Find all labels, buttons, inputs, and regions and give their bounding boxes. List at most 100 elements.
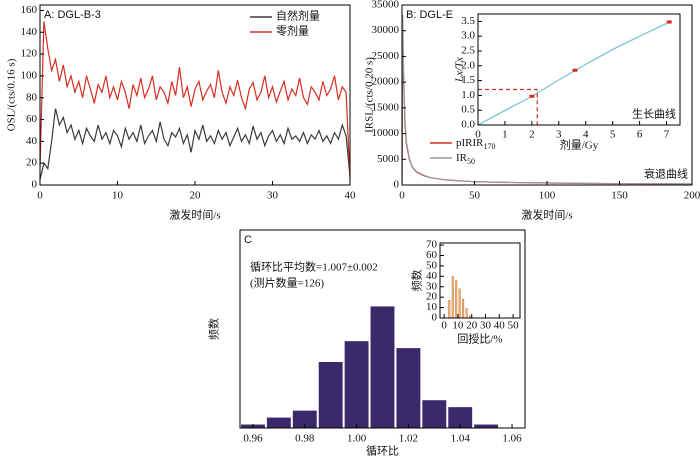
y-axis-label: Lx/Tx <box>454 57 466 83</box>
x-tick-label: 1.02 <box>399 433 418 445</box>
y-tick-label: 20000 <box>372 76 400 88</box>
y-tick-label: 60 <box>426 249 438 261</box>
y-tick-label: 0.5 <box>461 104 475 116</box>
x-tick-label: 1.04 <box>451 433 471 445</box>
x-tick-label: 0 <box>475 129 481 141</box>
x-axis-label: 回授比/% <box>457 332 502 346</box>
x-tick-label: 3 <box>556 129 562 141</box>
x-tick-label: 200 <box>684 190 700 202</box>
x-tick-label: 1 <box>502 129 508 141</box>
histogram-bar <box>451 276 454 318</box>
annotation: 循环比平均数=1.007±0.002 <box>250 261 378 274</box>
x-tick-label: 40 <box>345 190 357 202</box>
x-tick-label: 5 <box>610 129 616 141</box>
panel-label: B: DGL-E <box>406 9 453 21</box>
data-point <box>572 68 578 72</box>
x-tick-label: 50 <box>469 190 481 202</box>
x-tick-label: 50 <box>508 320 520 332</box>
plot-frame <box>477 13 681 126</box>
y-tick-label: 140 <box>21 26 38 38</box>
plot-frame <box>39 4 351 186</box>
de-guide <box>478 88 538 125</box>
histogram-bar <box>458 288 461 318</box>
y-tick-label: 25000 <box>372 50 400 62</box>
x-tick-label: 10 <box>112 190 124 202</box>
y-tick-label: 0 <box>394 179 400 191</box>
x-tick-label: 0 <box>37 190 43 202</box>
x-tick-label: 0.96 <box>243 433 263 445</box>
plot-frame <box>439 242 521 319</box>
x-axis-label: 循环比 <box>366 445 399 458</box>
y-axis-label: IRSL/(cts/0.20 s) <box>364 57 376 133</box>
y-tick-label: 35000 <box>372 0 400 11</box>
y-tick-label: 20 <box>26 157 38 169</box>
annotation: 衰退曲线 <box>644 167 688 181</box>
histogram-bar <box>462 298 465 318</box>
series-line <box>402 15 692 185</box>
y-tick-label: 10 <box>426 301 438 313</box>
x-tick-label: 0.98 <box>295 433 315 445</box>
data-point <box>666 20 672 24</box>
histogram-bar <box>465 308 468 318</box>
y-tick-label: 20 <box>426 291 438 303</box>
x-tick-label: 10 <box>452 320 464 332</box>
x-tick-label: 7 <box>664 129 670 141</box>
x-tick-label: 0 <box>399 190 405 202</box>
x-axis-label: 激发时间/s <box>169 208 220 222</box>
plot-area <box>241 306 499 428</box>
x-tick-label: 20 <box>190 190 202 202</box>
histogram-bar <box>474 424 499 428</box>
legend-text: 自然剂量 <box>276 9 320 23</box>
plot-frame <box>239 229 526 429</box>
annotation: 生长曲线 <box>632 107 676 121</box>
y-tick-label: 160 <box>21 4 38 16</box>
x-tick-label: 20 <box>466 320 478 332</box>
x-tick-label: 4 <box>583 129 589 141</box>
y-axis-label: 频数 <box>410 270 424 292</box>
y-tick-label: 0 <box>32 179 38 191</box>
y-tick-label: 10000 <box>372 127 400 139</box>
histogram-bar <box>266 417 291 428</box>
y-tick-label: 40 <box>426 270 438 282</box>
y-tick-label: 60 <box>26 113 38 125</box>
histogram-bar <box>396 348 421 428</box>
y-tick-label: 80 <box>26 91 38 103</box>
y-tick-label: 3.0 <box>461 30 475 42</box>
x-tick-label: 30 <box>267 190 279 202</box>
legend-text: IR50 <box>456 152 475 166</box>
data-point <box>529 94 535 98</box>
x-tick-label: 150 <box>611 190 628 202</box>
y-tick-label: 100 <box>21 69 38 81</box>
y-tick-label: 1.5 <box>461 74 475 86</box>
y-tick-label: 120 <box>21 48 38 60</box>
plot-area <box>40 21 350 180</box>
fit-line <box>478 20 673 125</box>
histogram-bar <box>370 306 395 428</box>
y-tick-label: 1.0 <box>461 89 475 101</box>
x-tick-label: 0 <box>441 320 447 332</box>
y-tick-label: 3.5 <box>461 15 475 27</box>
y-axis-label: OSL/(cts/0.16 s) <box>6 58 18 131</box>
plot-area <box>478 20 673 125</box>
y-tick-label: 40 <box>26 135 38 147</box>
y-tick-label: 2.0 <box>461 59 475 71</box>
x-tick-label: 1.06 <box>502 433 522 445</box>
legend-text-sub: 50 <box>467 157 475 166</box>
legend-text: 零剂量 <box>276 24 309 38</box>
x-tick-label: 1.00 <box>347 433 367 445</box>
y-tick-label: 50 <box>426 259 438 271</box>
histogram-bar <box>448 299 451 318</box>
y-tick-label: 70 <box>426 239 438 251</box>
histogram-bar <box>318 362 343 428</box>
x-tick-label: 30 <box>480 320 492 332</box>
legend-text-main: IR <box>456 152 468 164</box>
legend-text: pIRIR170 <box>456 137 496 151</box>
panel-label: A: DGL-B-3 <box>44 9 101 21</box>
panel-label: C <box>244 234 252 246</box>
histogram-bar <box>422 400 447 428</box>
histogram-bar <box>344 341 369 428</box>
plot-frame <box>401 4 693 186</box>
x-tick-label: 2 <box>529 129 535 141</box>
y-tick-label: 0 <box>432 312 438 324</box>
